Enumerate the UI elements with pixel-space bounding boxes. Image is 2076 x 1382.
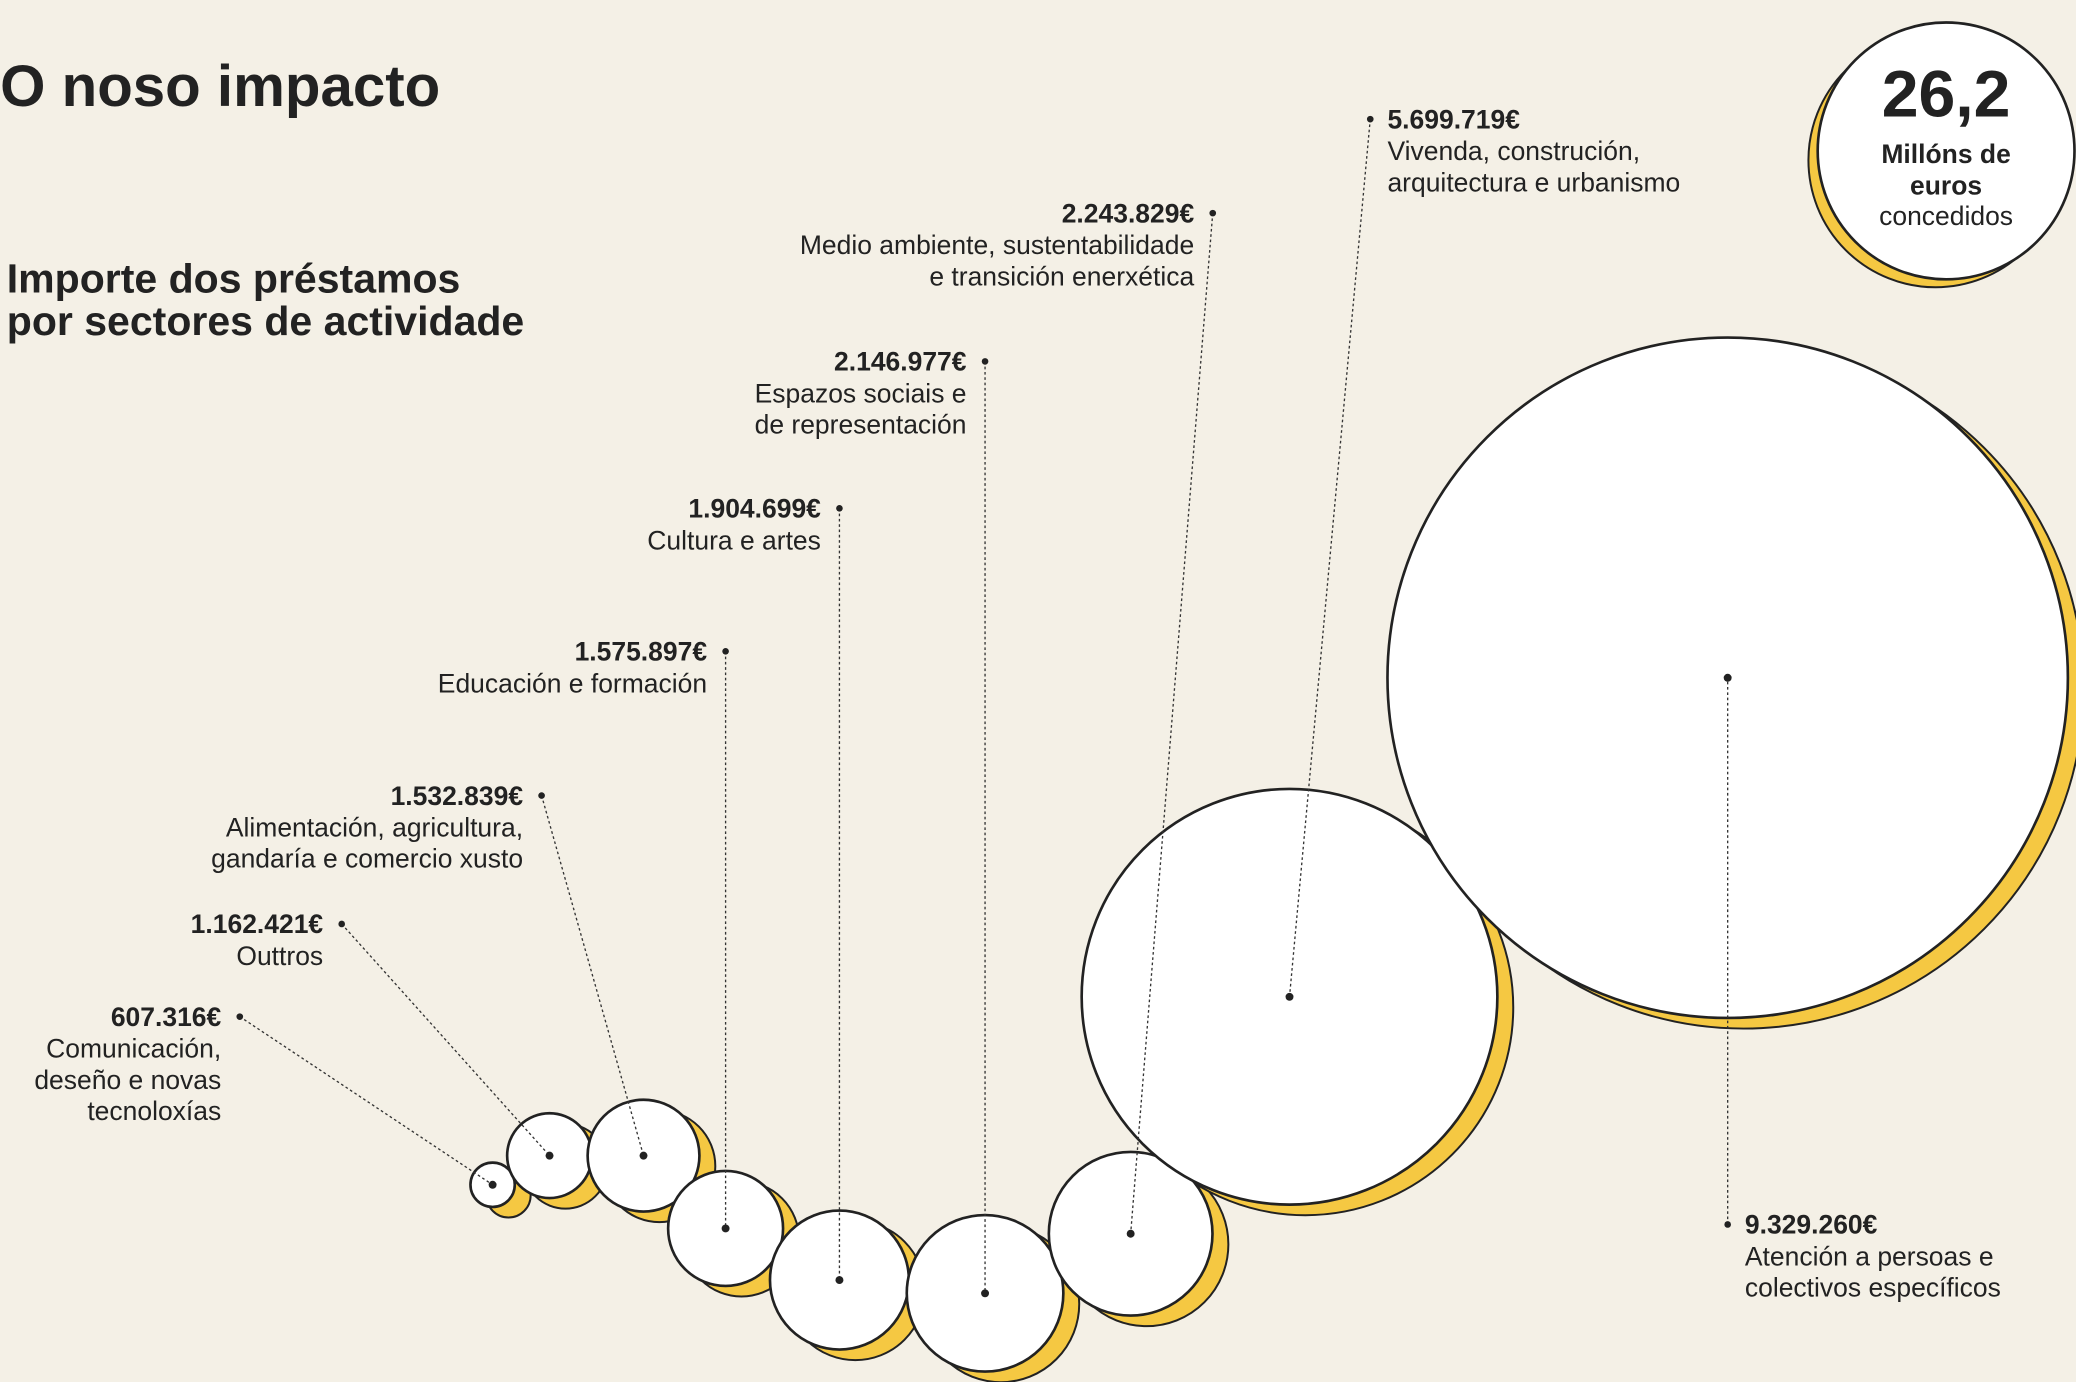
chart-title: O noso impacto xyxy=(0,54,440,119)
category-label: colectivos específicos xyxy=(1745,1273,2001,1303)
leader-dot xyxy=(1209,209,1217,217)
leader-dot xyxy=(236,1013,244,1020)
subtitle: Importe dos préstamos xyxy=(7,256,461,302)
center-dot xyxy=(1285,992,1294,1001)
category-label: Alimentación, agricultura, xyxy=(226,813,523,843)
leader-dot xyxy=(1724,1221,1731,1228)
center-dot xyxy=(835,1276,844,1285)
value-label: 9.329.260€ xyxy=(1745,1210,1878,1240)
subtitle: por sectores de actividade xyxy=(7,298,524,344)
value-label: 607.316€ xyxy=(111,1002,222,1032)
leader-dot xyxy=(981,358,989,365)
category-label: tecnoloxías xyxy=(87,1096,221,1126)
value-label: 1.532.839€ xyxy=(391,781,524,811)
leader-dot xyxy=(836,505,843,512)
center-dot xyxy=(1126,1229,1135,1238)
center-dot xyxy=(981,1289,990,1298)
center-dot xyxy=(488,1180,497,1189)
leader-line xyxy=(540,795,645,1156)
leader-dot xyxy=(1366,115,1374,123)
category-label: Outtros xyxy=(236,941,323,971)
category-label: Cultura e artes xyxy=(647,525,821,555)
badge xyxy=(1816,21,2076,281)
category-label: e transición enerxética xyxy=(929,261,1194,291)
category-label: gandaría e comercio xusto xyxy=(211,844,523,874)
value-label: 1.904.699€ xyxy=(688,494,821,524)
category-label: Espazos sociais e xyxy=(755,378,967,408)
category-label: de representación xyxy=(755,410,967,440)
badge-value: 26,2 xyxy=(1882,57,2011,131)
leader-line xyxy=(1130,213,1214,1234)
leader-dot xyxy=(538,792,545,799)
center-dot xyxy=(639,1151,648,1160)
category-label: Comunicación, xyxy=(46,1034,221,1064)
leader-dot xyxy=(338,920,346,928)
badge-text: euros xyxy=(1910,171,1982,201)
category-label: Vivenda, construción, xyxy=(1387,136,1640,166)
category-label: Educación e formación xyxy=(438,668,707,698)
value-label: 1.575.897€ xyxy=(575,637,708,667)
center-dot xyxy=(721,1224,730,1233)
category-label: arquitectura e urbanismo xyxy=(1387,167,1680,197)
category-label: deseño e novas xyxy=(34,1065,221,1095)
leader-dot xyxy=(722,647,729,655)
value-label: 2.146.977€ xyxy=(834,347,967,377)
value-label: 5.699.719€ xyxy=(1387,104,1520,134)
leader-line xyxy=(1288,119,1371,997)
category-label: Medio ambiente, sustentabilidade xyxy=(800,230,1194,260)
center-dot xyxy=(545,1151,554,1160)
leader-line xyxy=(341,923,551,1157)
badge-text: concedidos xyxy=(1879,201,2013,231)
value-label: 2.243.829€ xyxy=(1062,198,1195,228)
category-label: Atención a persoas e xyxy=(1745,1242,1994,1272)
value-label: 1.162.421€ xyxy=(191,909,324,939)
badge-text: Millóns de xyxy=(1881,139,2010,169)
center-dot xyxy=(1723,673,1732,682)
